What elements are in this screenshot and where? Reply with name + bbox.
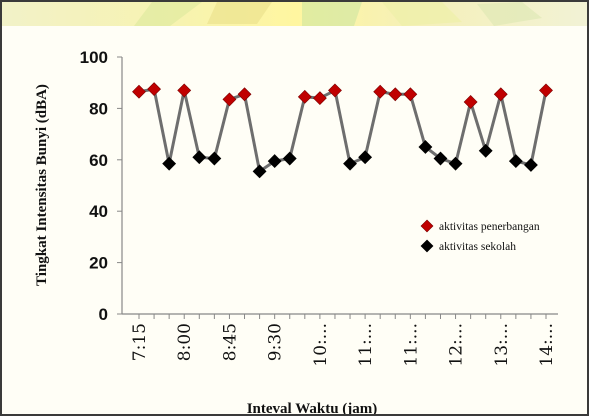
data-point-sekolah: [478, 143, 493, 158]
data-point-sekolah: [267, 154, 282, 169]
x-tick-label: 11:...: [401, 323, 421, 367]
y-tick-label: 100: [80, 48, 108, 67]
data-point-penerbangan: [237, 87, 252, 102]
data-point-penerbangan: [147, 82, 161, 97]
x-tick-label: 14:...: [537, 323, 557, 367]
data-point-sekolah: [418, 140, 433, 154]
x-tick-label: 13:...: [492, 323, 512, 367]
data-point-sekolah: [252, 164, 267, 179]
data-point-sekolah: [207, 151, 222, 166]
y-tick-label: 80: [89, 99, 108, 118]
legend: aktivitas penerbangan aktivitas sekolah: [420, 219, 540, 253]
data-point-penerbangan: [328, 83, 342, 98]
data-point-penerbangan: [297, 89, 312, 104]
legend-label-penerbangan: aktivitas penerbangan: [439, 221, 540, 233]
y-axis-ticks: 0 20 40 60 80 100: [80, 48, 122, 324]
x-tick-label: 11:...: [356, 323, 376, 367]
y-tick-label: 60: [89, 151, 108, 170]
axes: [121, 57, 558, 315]
legend-marker-sekolah: [420, 239, 434, 253]
data-point-sekolah: [343, 156, 357, 171]
data-point-penerbangan: [403, 87, 418, 102]
y-tick-label: 20: [89, 254, 108, 273]
y-axis-title: Tingkat Intensitas Bunyi (dBA): [34, 84, 50, 286]
data-point-sekolah: [433, 151, 448, 166]
y-tick-label: 0: [99, 305, 108, 324]
data-point-penerbangan: [222, 92, 237, 107]
series: [132, 82, 553, 179]
data-point-penerbangan: [463, 95, 478, 109]
x-tick-label: 10:...: [311, 323, 331, 367]
x-axis-title: Inteval Waktu (jam): [247, 401, 378, 416]
data-point-penerbangan: [493, 87, 508, 102]
data-point-penerbangan: [177, 83, 192, 98]
data-point-sekolah: [524, 158, 538, 172]
data-point-penerbangan: [388, 87, 403, 102]
data-point-penerbangan: [312, 91, 327, 106]
data-point-sekolah: [192, 150, 207, 165]
data-point-sekolah: [282, 151, 297, 166]
data-point-penerbangan: [373, 84, 388, 99]
x-axis-ticks: 7:15 8:00 8:45 9:30 10:... 11:... 11:... 12:...…: [130, 314, 557, 367]
series-line: [138, 87, 548, 173]
x-tick-label: 12:...: [447, 323, 467, 367]
data-point-sekolah: [508, 154, 523, 169]
x-tick-label: 9:30: [266, 323, 286, 361]
data-point-penerbangan: [539, 83, 553, 98]
data-point-sekolah: [162, 156, 177, 171]
data-point-penerbangan: [132, 84, 146, 99]
legend-marker-penerbangan: [420, 219, 434, 233]
x-tick-label: 8:00: [175, 323, 195, 361]
y-tick-label: 40: [89, 202, 108, 221]
x-tick-label: 8:45: [220, 323, 240, 361]
data-point-sekolah: [448, 156, 463, 171]
data-point-sekolah: [358, 150, 373, 165]
legend-label-sekolah: aktivitas sekolah: [439, 241, 516, 253]
x-tick-label: 7:15: [130, 323, 150, 361]
